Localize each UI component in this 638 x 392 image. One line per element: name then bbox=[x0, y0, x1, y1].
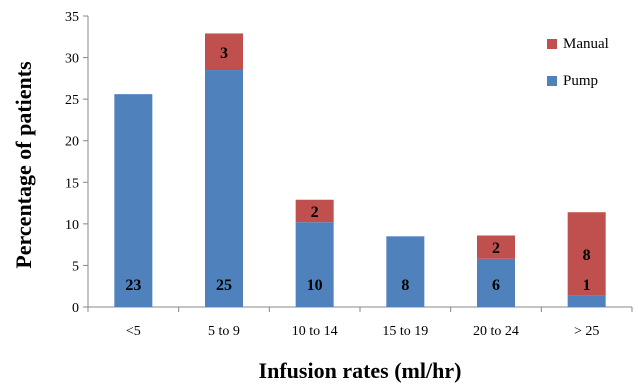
bars bbox=[114, 33, 606, 308]
x-tick-label: 20 to 24 bbox=[473, 324, 519, 339]
x-axis: <5 5 to 9 10 to 14 15 to 19 20 to 24 > 25 bbox=[87, 306, 633, 339]
x-axis-title: Infusion rates (ml/hr) bbox=[259, 358, 462, 383]
x-tick-label: > 25 bbox=[574, 324, 599, 339]
pump-bar bbox=[386, 236, 425, 307]
pump-data-label: 1 bbox=[583, 277, 591, 294]
pump-data-label: 8 bbox=[401, 277, 409, 294]
manual-legend-label: Manual bbox=[563, 36, 609, 52]
x-tick-label: 5 to 9 bbox=[208, 324, 240, 339]
pump-data-label: 23 bbox=[125, 277, 141, 294]
pump-legend-label: Pump bbox=[563, 73, 598, 89]
data-labels: 23 25 10 8 6 1 3 2 2 8 bbox=[125, 45, 590, 294]
x-tick-label: 10 to 14 bbox=[292, 324, 338, 339]
x-tick-label: <5 bbox=[126, 324, 141, 339]
x-tick-label: 15 to 19 bbox=[382, 324, 428, 339]
y-tick-label: 5 bbox=[72, 259, 79, 274]
y-axis: 0 5 10 15 20 25 30 35 bbox=[65, 10, 89, 316]
manual-bar bbox=[205, 33, 243, 71]
y-tick-label: 10 bbox=[65, 218, 79, 233]
manual-data-label: 3 bbox=[220, 45, 228, 62]
manual-bar bbox=[295, 199, 334, 223]
manual-data-label: 8 bbox=[583, 247, 591, 264]
y-tick-label: 15 bbox=[65, 176, 79, 191]
pump-bar bbox=[567, 295, 606, 307]
pump-bar bbox=[205, 70, 243, 308]
pump-bar bbox=[295, 222, 334, 307]
pump-bar bbox=[114, 94, 153, 307]
y-tick-label: 30 bbox=[65, 52, 79, 67]
manual-bar bbox=[567, 212, 606, 296]
manual-data-label: 2 bbox=[492, 240, 500, 257]
pump-data-label: 10 bbox=[307, 277, 323, 294]
pump-data-label: 25 bbox=[216, 277, 232, 294]
pump-bar bbox=[477, 258, 515, 307]
legend: Manual Pump bbox=[547, 36, 609, 89]
manual-legend-swatch bbox=[547, 39, 557, 49]
y-tick-label: 20 bbox=[65, 135, 79, 150]
y-tick-label: 0 bbox=[72, 301, 79, 316]
pump-legend-swatch bbox=[547, 76, 557, 86]
manual-bar bbox=[477, 235, 515, 259]
y-tick-label: 25 bbox=[65, 93, 79, 108]
y-axis-title: Percentage of patients bbox=[11, 61, 36, 269]
y-tick-label: 35 bbox=[65, 10, 79, 25]
manual-data-label: 2 bbox=[311, 204, 319, 221]
pump-data-label: 6 bbox=[492, 277, 500, 294]
